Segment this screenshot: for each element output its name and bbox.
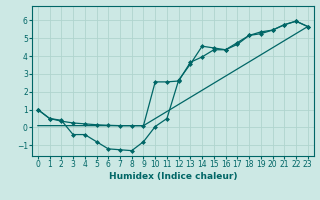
X-axis label: Humidex (Indice chaleur): Humidex (Indice chaleur) [108,172,237,181]
